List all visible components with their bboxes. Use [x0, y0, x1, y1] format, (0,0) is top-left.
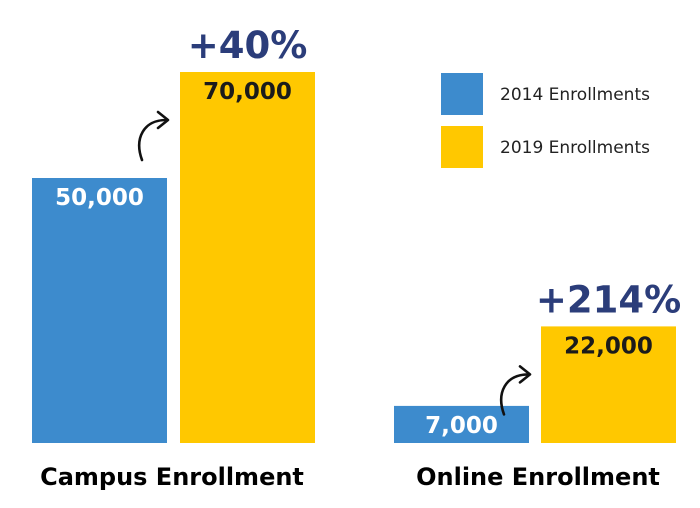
bar-value-label: 22,000	[564, 333, 653, 359]
legend-label: 2014 Enrollments	[500, 85, 650, 105]
bar-2019-online	[541, 326, 676, 443]
bar-2014-campus	[32, 178, 167, 443]
percent-change-label: +214%	[536, 278, 681, 321]
legend-swatch	[441, 126, 483, 168]
bar-value-label: 50,000	[55, 185, 144, 211]
percent-change-label: +40%	[188, 24, 308, 67]
legend-label: 2019 Enrollments	[500, 138, 650, 158]
bar-2014-online	[394, 405, 529, 443]
bar-value-label: 7,000	[425, 413, 498, 439]
category-label: Online Enrollment	[416, 463, 660, 491]
category-label: Campus Enrollment	[40, 463, 304, 491]
bar-value-label: 70,000	[203, 79, 292, 105]
curved-arrow-icon	[499, 365, 532, 416]
legend-swatch	[441, 73, 483, 115]
bar-2019-campus	[180, 72, 315, 443]
curved-arrow-icon	[137, 110, 170, 162]
